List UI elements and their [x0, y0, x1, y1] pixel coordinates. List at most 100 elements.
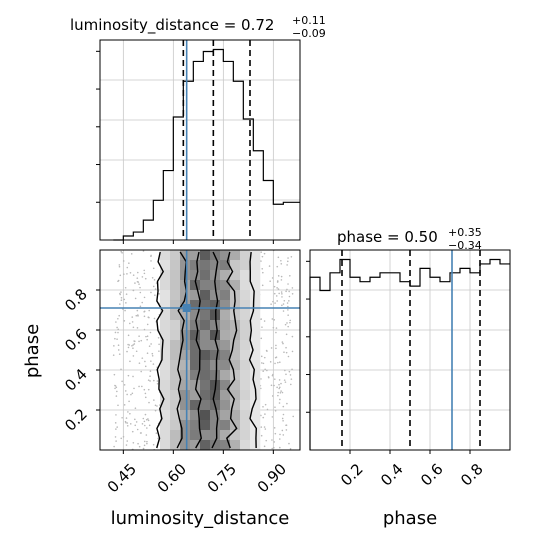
sample-point [125, 302, 127, 304]
sample-point [264, 428, 267, 430]
sample-point [146, 352, 149, 355]
title-ld-value: 0.72 [241, 16, 274, 34]
sample-point [134, 297, 137, 300]
density-cell [190, 420, 201, 431]
density-cell [240, 330, 251, 341]
sample-point [285, 351, 288, 354]
sample-point [114, 436, 117, 438]
density-cell [250, 420, 261, 431]
sample-point [260, 434, 263, 437]
density-cell [250, 370, 261, 381]
sample-point [264, 368, 266, 371]
sample-point [285, 424, 287, 427]
sample-point [117, 279, 120, 282]
density-cell [200, 370, 211, 381]
sample-point [265, 439, 268, 442]
sample-point [280, 275, 283, 278]
sample-point [143, 440, 146, 443]
sample-point [134, 418, 136, 421]
density-cell [180, 380, 191, 391]
panel-frame [99, 249, 301, 451]
sample-point [139, 286, 141, 289]
sample-point [143, 444, 146, 447]
sample-point [290, 255, 293, 258]
sample-point [156, 380, 159, 382]
sample-point [278, 379, 281, 381]
sample-point [151, 354, 154, 357]
sample-point [280, 259, 282, 262]
sample-point [136, 277, 139, 279]
density-cell [220, 390, 231, 401]
sample-point [114, 387, 116, 390]
density-cell [180, 370, 191, 381]
density-cell [180, 260, 191, 271]
sample-point [266, 369, 268, 372]
sample-point [120, 437, 123, 440]
sample-point [146, 442, 148, 445]
density-cell [200, 410, 211, 421]
sample-point [154, 294, 156, 297]
sample-point [272, 373, 274, 376]
sample-point [282, 419, 284, 422]
sample-point [260, 337, 263, 340]
sample-point [289, 374, 292, 376]
sample-point [279, 391, 282, 394]
density-cell [190, 310, 201, 321]
density-cell [170, 270, 181, 281]
sample-point [280, 262, 283, 265]
density-cell [190, 260, 201, 271]
sample-point [138, 335, 140, 337]
title-phase-minus: −0.34 [448, 239, 482, 252]
sample-point [274, 356, 277, 359]
density-cell [250, 310, 261, 321]
sample-point [272, 446, 275, 449]
density-cell [230, 280, 241, 291]
truth-marker [182, 304, 191, 312]
sample-point [156, 382, 159, 385]
density-cell [160, 370, 171, 381]
sample-point [147, 419, 150, 422]
density-cell [160, 290, 171, 301]
sample-point [116, 326, 118, 329]
sample-point [117, 328, 120, 331]
sample-point [155, 432, 158, 434]
panel-frame [309, 249, 511, 451]
x-tick-label: 0.8 [457, 460, 487, 490]
sample-point [119, 303, 121, 305]
sample-point [276, 300, 278, 302]
sample-point [142, 447, 145, 450]
density-cell [170, 360, 181, 371]
sample-point [262, 271, 264, 274]
sample-point [262, 362, 265, 365]
sample-point [282, 434, 285, 436]
sample-point [289, 321, 291, 324]
sample-point [263, 426, 266, 428]
sample-point [270, 347, 273, 349]
sample-point [131, 316, 134, 318]
density-cell [170, 350, 181, 361]
sample-point [144, 392, 147, 395]
sample-point [154, 404, 157, 407]
sample-point [289, 274, 291, 277]
sample-point [143, 424, 146, 427]
density-cell [210, 410, 221, 421]
density-cell [210, 360, 221, 371]
density-cell [200, 290, 211, 301]
sample-point [138, 340, 140, 343]
density-cell [160, 280, 171, 291]
density-cell [170, 320, 181, 331]
y-tick-labels-phase: 0.2 0.4 0.6 0.8 [61, 285, 91, 435]
sample-point [263, 320, 266, 322]
density-cell [170, 420, 181, 431]
sample-point [115, 386, 118, 389]
sample-point [285, 373, 287, 376]
sample-point [274, 410, 277, 412]
sample-point [279, 433, 281, 436]
density-cell [200, 300, 211, 311]
sample-point [146, 427, 148, 429]
density-cell [190, 440, 201, 451]
density-cell [160, 350, 171, 361]
density-cell [180, 320, 191, 331]
density-cell [200, 280, 211, 291]
sample-point [123, 273, 125, 275]
